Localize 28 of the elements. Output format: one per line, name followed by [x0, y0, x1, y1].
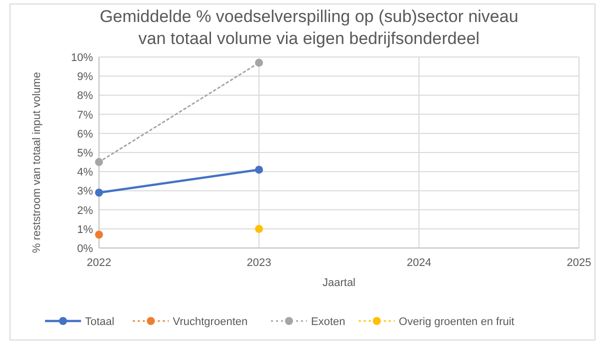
y-tick-label: 3% — [77, 186, 94, 198]
x-tick-label: 2023 — [246, 257, 272, 269]
legend-label: Exoten — [311, 316, 346, 328]
x-axis-title: Jaartal — [322, 277, 356, 289]
point — [255, 166, 263, 174]
point — [255, 58, 263, 67]
point — [95, 158, 103, 166]
legend-label: Overig groenten en fruit — [398, 316, 514, 328]
y-axis-title: % reststroom van totaal input volume — [31, 72, 43, 253]
y-tick-label: 9% — [77, 71, 94, 84]
point — [95, 230, 103, 239]
y-tick-label: 1% — [77, 224, 94, 236]
x-tick-label: 2025 — [566, 257, 592, 269]
chart-title: Gemiddelde % voedselverspilling op (sub)sector niveau van totaal volume via eigen bedrijfsonderdeel — [100, 7, 518, 48]
y-tick-label: 7% — [77, 109, 94, 122]
y-tick-label: 10% — [70, 52, 94, 64]
y-tick-label: 5% — [77, 148, 94, 160]
y-tick-label: 4% — [77, 166, 94, 179]
y-tick-label: 0% — [77, 243, 94, 255]
x-tick-label: 2024 — [406, 257, 432, 269]
x-tick-label: 2022 — [86, 257, 112, 269]
y-tick-label: 8% — [77, 90, 94, 102]
point — [255, 224, 263, 233]
legend-label: Vruchtgroenten — [172, 316, 248, 328]
y-tick-label: 2% — [77, 204, 94, 217]
legend-label: Totaal — [85, 316, 114, 328]
y-tick-label: 6% — [77, 128, 94, 140]
point — [95, 188, 103, 197]
